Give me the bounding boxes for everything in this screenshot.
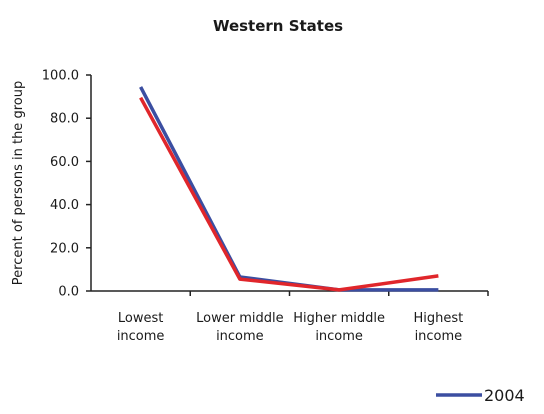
x-tick-label: Higher middle income xyxy=(293,311,385,344)
x-tick-label: Lowest income xyxy=(117,311,165,344)
series-line-2 xyxy=(139,96,439,292)
series-layer xyxy=(139,86,439,292)
axes: 0.0 20.0 40.0 60.0 80.0 100.0 Lowest income Lowe… xyxy=(42,69,489,344)
y-axis-label: Percent of persons in the group xyxy=(11,81,26,285)
y-tick-label: 80.0 xyxy=(50,112,79,127)
x-tick-label: Highest income xyxy=(414,311,464,344)
legend: 2004 xyxy=(436,386,525,405)
y-tick-label: 60.0 xyxy=(50,155,79,170)
y-tick-label: 40.0 xyxy=(50,198,79,213)
y-tick-label: 20.0 xyxy=(50,241,79,256)
x-tick-label: Lower middle income xyxy=(196,311,283,344)
y-tick-label: 0.0 xyxy=(58,285,79,300)
legend-label: 2004 xyxy=(484,386,525,405)
chart-title: Western States xyxy=(213,17,343,35)
series-line-1 xyxy=(139,86,439,292)
y-tick-label: 100.0 xyxy=(42,69,79,84)
